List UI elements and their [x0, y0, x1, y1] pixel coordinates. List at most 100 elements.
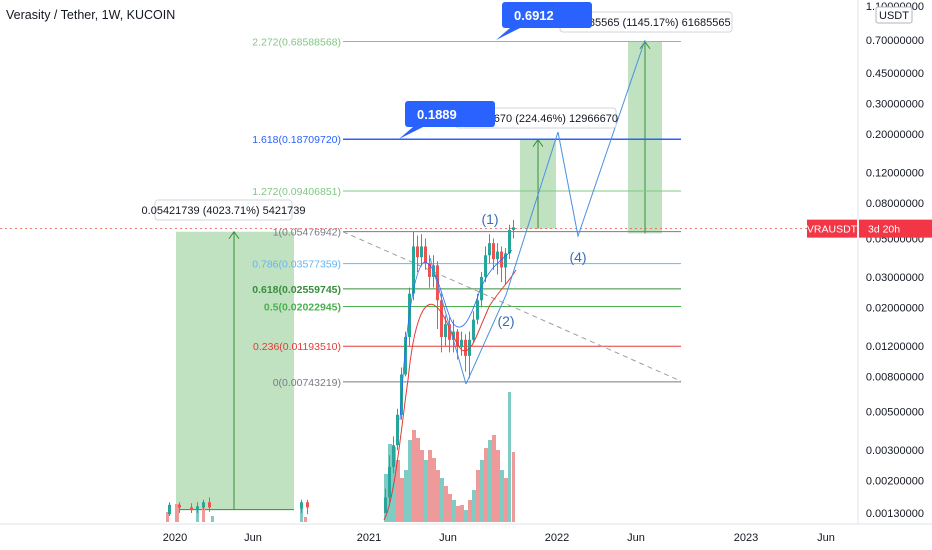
symbol-tag-right — [859, 219, 932, 238]
candle-body — [448, 324, 451, 340]
volume-bar — [508, 392, 511, 522]
volume-bar — [472, 490, 476, 522]
volume-bar — [440, 478, 444, 522]
candle-body — [472, 319, 475, 340]
volume-bar — [464, 510, 468, 522]
fib-label-2: 1.272(0.09406851) — [252, 186, 341, 198]
candle-body — [492, 243, 495, 260]
candle-body — [412, 246, 415, 294]
volume-bar — [304, 517, 307, 522]
y-tick-label: 0.45000000 — [866, 68, 924, 80]
x-tick-label: Jun — [244, 532, 262, 544]
volume-bar — [396, 460, 400, 522]
candle-body — [476, 300, 479, 320]
candle-body — [464, 339, 467, 356]
candle-body — [396, 414, 399, 446]
y-tick-label: 0.30000000 — [866, 99, 924, 111]
volume-bar — [412, 430, 416, 522]
fib-label-5: 0.618(0.02559745) — [252, 284, 341, 296]
candle-body — [512, 227, 515, 230]
ma-line-fast — [399, 249, 513, 421]
fib-label-1: 1.618(0.18709720) — [252, 134, 341, 146]
candle-body — [202, 502, 205, 508]
y-tick-label: 0.00130000 — [866, 508, 924, 520]
price-badge-box-0 — [405, 101, 495, 127]
candle-body — [508, 229, 511, 254]
volume-bar — [196, 508, 199, 522]
volume-bar — [300, 506, 303, 522]
volume-bar — [424, 460, 428, 522]
volume-bar — [480, 460, 484, 522]
y-tick-label: 0.20000000 — [866, 129, 924, 141]
volume-bar — [484, 448, 488, 522]
candle-body — [404, 336, 407, 375]
volume-bar — [456, 506, 460, 522]
y-tick-label: 0.12000000 — [866, 168, 924, 180]
volume-bar — [436, 470, 440, 522]
ma-line — [383, 269, 517, 521]
candle-body — [416, 246, 419, 258]
currency-box — [875, 6, 913, 24]
candle-body — [488, 243, 491, 256]
x-tick-label: 2020 — [163, 532, 187, 544]
volume-bar — [432, 458, 436, 522]
trendline-descending — [342, 231, 682, 382]
fib-label-6: 0.5(0.02022945) — [264, 302, 341, 314]
symbol-tag-left — [807, 219, 857, 238]
x-tick-label: 2023 — [734, 532, 758, 544]
fib-label-0: 2.272(0.68588568) — [252, 37, 341, 49]
measure-arrowhead-2020 — [228, 230, 240, 240]
wave-label-1: (1) — [481, 211, 498, 227]
price-badge-1: 0.6912 — [514, 8, 554, 23]
y-tick-label: 0.00300000 — [866, 445, 924, 457]
candle-body — [424, 246, 427, 264]
candle-body — [190, 507, 193, 511]
wave-label-2: (2) — [497, 313, 514, 329]
volume-bar — [512, 452, 515, 522]
y-tick-label: 0.01200000 — [866, 341, 924, 353]
volume-bar — [488, 440, 492, 522]
volume-bar — [400, 478, 404, 522]
volume-bar — [404, 470, 408, 522]
volume-bar — [460, 505, 464, 522]
symbol-tag-symbol: VRAUSDT — [807, 224, 858, 236]
candle-body — [300, 502, 303, 509]
candle-body — [392, 445, 395, 467]
price-badge-box-1 — [502, 2, 592, 28]
volume-bar — [428, 450, 432, 522]
y-tick-label: 0.00500000 — [866, 407, 924, 419]
volume-bar — [166, 512, 169, 522]
chart-title: Verasity / Tether, 1W, KUCOIN — [6, 8, 176, 22]
elliott-wave-line — [429, 257, 467, 385]
volume-bar — [175, 504, 179, 522]
y-tick-label: 0.08000000 — [866, 198, 924, 210]
candle-body — [178, 504, 181, 508]
price-badge-0: 0.1889 — [417, 107, 457, 122]
candle-body — [384, 497, 387, 513]
y-tick-label: 0.02000000 — [866, 302, 924, 314]
measure-note-box-0 — [154, 199, 293, 221]
price-badge-pointer-1 — [496, 28, 520, 40]
measure-note-2: 0.61685565 (1145.17%) 61685565 — [561, 17, 730, 29]
candle-body — [460, 339, 463, 348]
x-tick-label: Jun — [627, 532, 645, 544]
measure-note-1: 0.12966670 (224.46%) 12966670 — [454, 113, 618, 125]
candle-body — [496, 251, 499, 260]
y-axis-bg — [858, 0, 932, 524]
volume-bar — [444, 486, 448, 522]
currency-label: USDT — [879, 10, 909, 22]
volume-bar — [416, 438, 420, 522]
candle-body — [440, 300, 443, 337]
x-tick-label: 2022 — [545, 532, 569, 544]
candle-body — [484, 255, 487, 277]
volume-bar — [448, 494, 452, 522]
measure-box-2020 — [176, 231, 294, 510]
y-tick-label: 0.70000000 — [866, 35, 924, 47]
volume-bar — [476, 470, 480, 522]
fib-label-3: 1(0.05476942) — [273, 227, 341, 239]
candle-body — [504, 253, 507, 268]
candle-body — [196, 506, 199, 511]
volume-bar — [420, 450, 424, 522]
candle-body — [480, 276, 483, 301]
